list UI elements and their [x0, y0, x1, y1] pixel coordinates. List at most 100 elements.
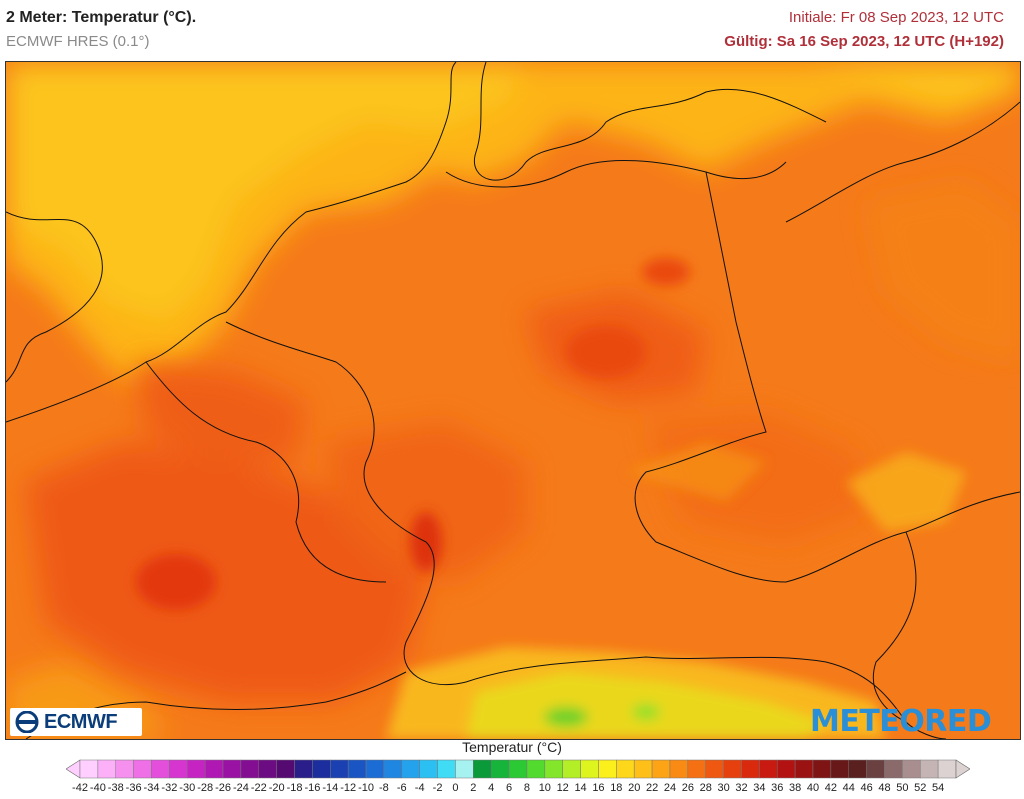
header-right: Initiale: Fr 08 Sep 2023, 12 UTC Gültig:…: [724, 8, 1004, 52]
scale-tick-label: 20: [628, 782, 641, 794]
scale-swatch: [240, 759, 260, 779]
scale-tick-label: 28: [699, 782, 712, 794]
ecmwf-logo: ECMWF: [10, 708, 142, 736]
scale-tick-label: 10: [538, 782, 551, 794]
scale-tick-label: 34: [753, 782, 766, 794]
scale-swatch: [79, 759, 99, 779]
color-scale: [66, 759, 970, 779]
scale-swatch: [330, 759, 349, 779]
scale-swatch: [258, 759, 277, 779]
scale-tick-label: 0: [452, 782, 459, 794]
scale-swatch: [347, 759, 367, 779]
scale-tick-label: 14: [574, 782, 587, 794]
scale-swatch: [919, 759, 939, 779]
scale-tick-label: -22: [250, 782, 267, 794]
scale-min-arrow: [66, 759, 81, 779]
header-left: 2 Meter: Temperatur (°C). ECMWF HRES (0.…: [6, 8, 196, 52]
scale-swatch: [562, 759, 581, 779]
scale-swatch: [97, 759, 117, 779]
scale-tick-label: 48: [878, 782, 891, 794]
scale-swatch: [616, 759, 635, 779]
scale-tick-label: -32: [161, 782, 178, 794]
scale-swatch: [455, 759, 474, 779]
scale-swatch: [884, 759, 903, 779]
scale-tick-label: 16: [592, 782, 605, 794]
scale-tick-label: -30: [179, 782, 196, 794]
scale-swatch: [437, 759, 456, 779]
valid-time: Gültig: Sa 16 Sep 2023, 12 UTC (H+192): [724, 33, 1004, 50]
scale-tick-label: 50: [896, 782, 909, 794]
meteored-logo: METEORED: [810, 704, 992, 739]
scale-swatch: [276, 759, 295, 779]
scale-tick-label: -4: [414, 782, 425, 794]
scale-tick-label: -12: [340, 782, 357, 794]
scale-swatch: [669, 759, 689, 779]
legend-ticks: -42 -40 -38 -36 -34 -32 -30 -28 -26 -24 -22 -20 -18-…: [60, 782, 980, 798]
scale-swatch: [115, 759, 134, 779]
scale-tick-label: 38: [788, 782, 802, 794]
scale-tick-label: -8: [379, 782, 389, 794]
scale-tick-label: 18: [610, 782, 623, 794]
scale-swatch: [848, 759, 867, 779]
scale-tick-label: -28: [197, 782, 214, 794]
scale-tick-label: -40: [89, 782, 106, 794]
scale-swatch: [222, 759, 242, 779]
scale-tick-label: 6: [505, 782, 513, 794]
scale-swatch: [401, 759, 420, 779]
scale-swatch: [902, 759, 921, 779]
scale-swatch: [508, 759, 528, 779]
scale-tick-label: 32: [735, 782, 748, 794]
scale-tick-label: -26: [215, 782, 231, 794]
map-canvas: [6, 62, 1020, 739]
scale-tick-label: -18: [286, 782, 303, 794]
scale-swatch: [794, 759, 814, 779]
scale-swatch: [776, 759, 796, 779]
scale-tick-label: 46: [860, 782, 873, 794]
scale-swatch: [723, 759, 742, 779]
scale-swatch: [169, 759, 188, 779]
scale-swatch: [473, 759, 492, 779]
scale-tick-label: 30: [717, 782, 730, 794]
scale-swatch: [526, 759, 546, 779]
scale-tick-label: 40: [806, 782, 820, 794]
scale-tick-label: -10: [358, 782, 374, 794]
scale-swatch: [151, 759, 170, 779]
scale-tick-label: -38: [107, 782, 124, 794]
scale-tick-label: 42: [824, 782, 837, 794]
scale-swatch: [705, 759, 724, 779]
scale-tick-label: 2: [470, 782, 477, 794]
legend-title: Temperatur (°C): [462, 739, 562, 755]
scale-tick-label: -16: [304, 782, 321, 794]
scale-swatch: [133, 759, 152, 779]
scale-swatch: [651, 759, 671, 779]
scale-swatch: [419, 759, 438, 779]
scale-tick-label: 24: [663, 782, 677, 794]
initial-time: Initiale: Fr 08 Sep 2023, 12 UTC: [788, 9, 1004, 26]
scale-swatch: [633, 759, 653, 779]
scale-swatch: [741, 759, 760, 779]
scale-swatch: [490, 759, 510, 779]
scale-tick-label: -36: [125, 782, 142, 794]
scale-swatch: [812, 759, 832, 779]
scale-swatch: [580, 759, 599, 779]
scale-swatch: [204, 759, 224, 779]
borders: [6, 62, 1020, 739]
scale-tick-label: 26: [681, 782, 694, 794]
scale-tick-label: -14: [322, 782, 339, 794]
scale-tick-label: 36: [771, 782, 784, 794]
scale-tick-label: -34: [143, 782, 160, 794]
scale-max-arrow: [955, 759, 970, 779]
scale-swatch: [544, 759, 563, 779]
scale-swatch: [383, 759, 403, 779]
scale-tick-label: 12: [556, 782, 569, 794]
scale-tick-label: -20: [268, 782, 285, 794]
scale-swatch: [830, 759, 849, 779]
scale-tick-label: -6: [396, 782, 407, 794]
scale-swatch: [312, 759, 331, 779]
scale-swatch: [687, 759, 706, 779]
scale-swatch: [937, 759, 957, 779]
scale-tick-label: 8: [523, 782, 530, 794]
scale-swatch: [598, 759, 617, 779]
ecmwf-emblem-icon: [15, 711, 39, 733]
scale-tick-label: 52: [914, 782, 927, 794]
